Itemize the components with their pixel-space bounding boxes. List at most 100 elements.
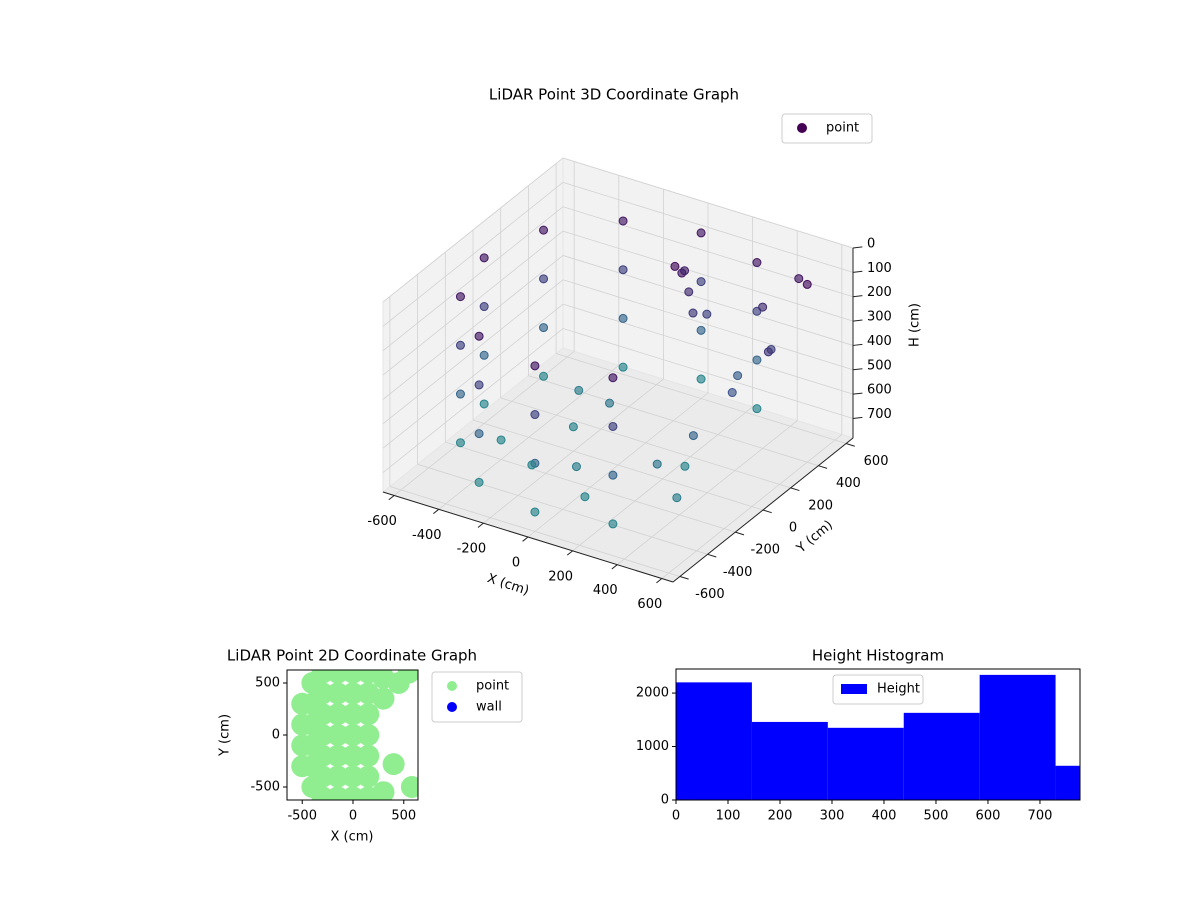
x-tick-label: 600 [976, 809, 1001, 824]
tick-mark [388, 495, 395, 501]
legend-marker [447, 702, 457, 712]
point [530, 361, 540, 371]
point [311, 724, 334, 746]
grid-line [382, 303, 564, 449]
point [702, 309, 712, 319]
y-axis-line [672, 437, 854, 583]
y-axis-label: Y (cm) [793, 518, 836, 557]
tick-mark [477, 522, 484, 528]
point [571, 462, 581, 472]
x-axis-label: X (cm) [485, 571, 531, 599]
point [727, 388, 737, 398]
bar [979, 674, 1056, 800]
point [527, 460, 537, 470]
point [326, 703, 349, 726]
y-tick-label: 500 [255, 676, 280, 691]
tick-mark [852, 270, 863, 273]
point [608, 519, 618, 529]
point [680, 461, 690, 471]
point [608, 373, 618, 383]
grid-line [555, 353, 847, 444]
point [752, 258, 762, 268]
grid-line [562, 303, 854, 395]
x-tick-label: 400 [872, 809, 897, 824]
y-tick-label: -600 [695, 587, 725, 602]
legend-marker [447, 681, 457, 691]
point [372, 781, 395, 800]
y-tick-label: 0 [789, 521, 797, 536]
x-tick-label: 300 [820, 809, 845, 824]
x-tick-label: 600 [637, 597, 662, 612]
point [684, 287, 694, 297]
point [618, 265, 628, 275]
tick-mark [679, 575, 689, 580]
grid-line [562, 230, 854, 322]
bar [751, 721, 828, 800]
point [474, 380, 484, 390]
y-tick-label: 600 [864, 454, 889, 469]
point [802, 279, 812, 289]
x-tick-label: 0 [672, 809, 680, 824]
point [326, 724, 349, 746]
x-tick-label: -600 [367, 514, 397, 529]
point [618, 362, 628, 372]
z-tick-label: 600 [867, 383, 892, 398]
legend-label: point [826, 121, 859, 136]
point [357, 703, 380, 726]
point [342, 724, 365, 746]
grid-line [472, 419, 764, 511]
chart-title: Height Histogram [812, 647, 944, 665]
tick-mark [611, 564, 618, 570]
point [479, 350, 489, 360]
tick-mark [852, 343, 863, 346]
z-axis-label: H (cm) [908, 303, 923, 347]
point [670, 261, 680, 271]
grid-line [562, 157, 854, 249]
tick-mark [566, 550, 573, 556]
x-axis-line [382, 491, 674, 583]
point [652, 459, 662, 469]
point [455, 340, 465, 350]
x-axis-label: X (cm) [331, 830, 374, 845]
legend-label: wall [476, 700, 502, 715]
tick-mark [852, 295, 863, 298]
grid-line [382, 255, 564, 400]
point [342, 703, 365, 726]
point [530, 507, 540, 517]
bar [1055, 765, 1080, 800]
y-tick-label: 1000 [636, 739, 669, 754]
point [568, 422, 578, 432]
point [357, 765, 380, 788]
y-tick-label: 0 [661, 793, 669, 808]
point [479, 253, 489, 263]
bar [903, 712, 980, 800]
point [580, 492, 590, 502]
point [479, 399, 489, 409]
x-tick-label: 0 [349, 809, 357, 824]
tick-mark [522, 536, 529, 542]
point [680, 266, 690, 276]
plot-area [676, 674, 1080, 800]
point [539, 323, 549, 333]
point [539, 371, 549, 381]
point [608, 470, 618, 480]
tick-mark [852, 246, 863, 249]
z-tick-label: 100 [867, 261, 892, 276]
point [311, 765, 334, 788]
chart-title: LiDAR Point 3D Coordinate Graph [489, 86, 739, 104]
point [474, 331, 484, 341]
x-tick-label: 100 [716, 809, 741, 824]
point [397, 670, 418, 684]
grid-line [562, 328, 854, 419]
x-tick-label: 400 [593, 583, 618, 598]
bar [676, 682, 752, 800]
axes-frame [675, 668, 1081, 801]
point [372, 687, 395, 710]
point [733, 371, 743, 381]
y-axis-label: Y (cm) [218, 714, 233, 757]
point [357, 744, 380, 767]
point [357, 724, 380, 746]
x-tick-label: 0 [512, 556, 520, 571]
point [696, 374, 706, 384]
legend-box [781, 113, 873, 144]
